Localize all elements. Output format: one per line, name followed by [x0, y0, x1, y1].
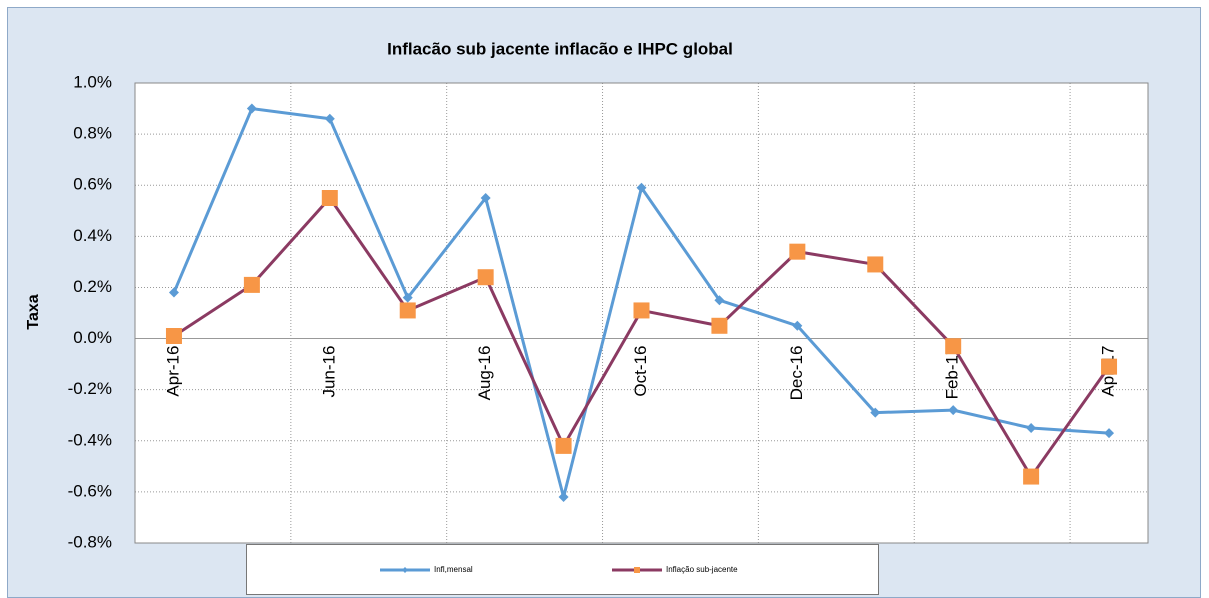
marker: [402, 292, 413, 303]
marker: [867, 256, 884, 273]
legend-marker: [402, 567, 408, 573]
y-tick-label: 0.8%: [73, 124, 112, 143]
marker: [792, 320, 803, 331]
marker: [1023, 468, 1040, 485]
marker: [948, 405, 959, 416]
legend-label: Inflação sub-jacente: [666, 565, 738, 574]
y-tick-label: -0.6%: [68, 481, 112, 500]
marker: [399, 302, 416, 319]
x-tick-label: Jun-16: [319, 346, 338, 398]
marker: [1026, 423, 1037, 433]
marker: [789, 243, 806, 260]
chart-title: Inflacão sub jacente inflacão e IHPC glo…: [387, 39, 733, 58]
x-tick-label: Apr-16: [163, 346, 182, 397]
marker: [477, 269, 494, 286]
marker: [558, 492, 569, 502]
legend-label: Infl,mensal: [434, 565, 473, 574]
y-tick-label: 0.0%: [73, 328, 112, 347]
marker: [246, 103, 257, 114]
plot-border: [134, 82, 1149, 544]
marker: [555, 437, 572, 454]
marker: [633, 302, 650, 319]
y-tick-label: -0.4%: [68, 430, 112, 449]
y-tick-label: -0.2%: [68, 379, 112, 398]
marker: [165, 328, 182, 344]
y-tick-label: 0.2%: [73, 277, 112, 296]
marker: [1101, 358, 1118, 375]
marker: [168, 287, 179, 298]
marker: [1104, 428, 1115, 439]
marker: [480, 193, 491, 203]
y-tick-label: 0.4%: [73, 226, 112, 245]
x-tick-label: Feb-17: [943, 346, 962, 400]
x-tick-label: Aug-16: [475, 346, 494, 401]
x-tick-label: Dec-16: [787, 346, 806, 401]
y-tick-label: -0.8%: [68, 532, 112, 551]
y-axis-title: Taxa: [25, 294, 42, 329]
marker: [243, 276, 260, 293]
marker: [714, 295, 725, 306]
marker: [870, 407, 881, 418]
marker: [711, 317, 728, 334]
marker: [945, 338, 962, 355]
y-tick-label: 1.0%: [73, 72, 112, 91]
marker: [324, 113, 335, 124]
y-tick-label: 0.6%: [73, 175, 112, 194]
legend-marker: [634, 567, 640, 573]
marker: [636, 182, 647, 193]
x-tick-label: Oct-16: [631, 346, 650, 397]
marker: [321, 190, 338, 206]
legend: [246, 544, 879, 595]
